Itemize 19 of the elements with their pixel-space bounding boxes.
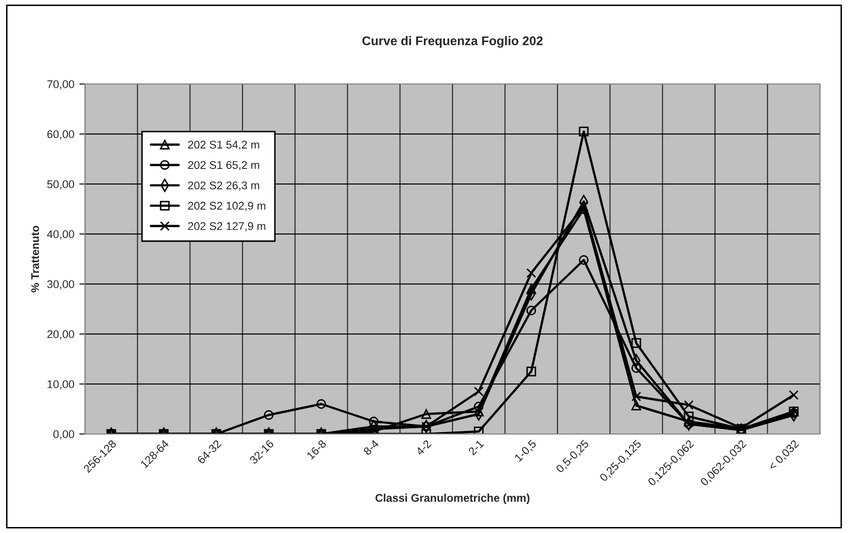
y-tick-label: 30,00 (47, 280, 74, 290)
legend-label: 202 S2 127,9 m (188, 222, 266, 232)
x-tick-label: 2-1 (468, 439, 484, 456)
legend-label: 202 S2 26,3 m (188, 181, 260, 191)
x-axis-title: Classi Granulometriche (mm) (375, 494, 530, 504)
y-tick-label: 0,00 (53, 430, 74, 440)
y-tick-label: 60,00 (47, 130, 74, 140)
y-axis-title: % Trattenuto (31, 226, 40, 292)
y-tick-label: 20,00 (47, 330, 74, 340)
y-tick-label: 10,00 (48, 380, 74, 390)
y-tick-label: 40,00 (47, 230, 74, 240)
legend-label: 202 S1 54,2 m (188, 140, 260, 150)
x-tick-label: 8-4 (362, 439, 380, 456)
chart-title: Curve di Frequenza Foglio 202 (362, 36, 543, 48)
y-tick-label: 50,00 (47, 180, 74, 190)
legend-label: 202 S1 65,2 m (188, 161, 260, 170)
y-tick-label: 70,00 (47, 80, 74, 90)
legend-label: 202 S2 102,9 m (188, 202, 266, 211)
x-tick-label: 4-2 (415, 439, 432, 456)
